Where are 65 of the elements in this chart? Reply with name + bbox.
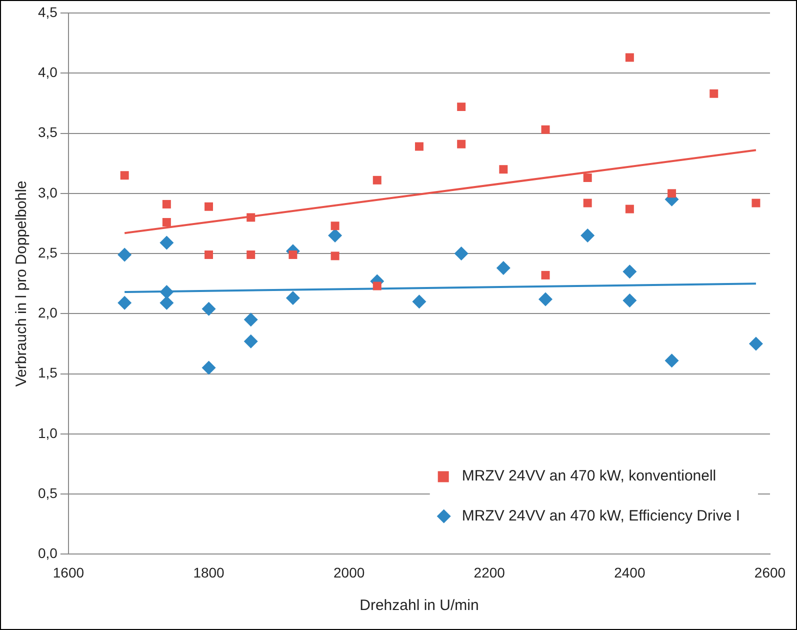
point [202, 302, 216, 316]
point [541, 270, 550, 280]
point [622, 293, 637, 308]
point [160, 296, 174, 310]
point [372, 282, 382, 290]
point [748, 336, 763, 351]
y-axis-title: Verbrauch in l pro Doppelbohle [13, 180, 30, 387]
y-tick-label: 1,5 [38, 364, 58, 381]
point [496, 260, 510, 275]
point [244, 312, 258, 327]
point [160, 236, 174, 250]
x-tick-label: 1800 [193, 564, 225, 580]
legend-label: MRZV 24VV an 470 kW, Efficiency Drive I [462, 507, 740, 524]
point [204, 250, 214, 259]
point [625, 204, 634, 214]
point [162, 218, 171, 227]
point [204, 202, 214, 211]
x-tick-label: 2400 [614, 564, 646, 580]
y-tick-label: 2,5 [38, 244, 58, 260]
point [454, 246, 468, 261]
point [752, 198, 760, 208]
y-tick-label: 4,0 [38, 64, 58, 80]
point [538, 292, 553, 306]
point [202, 360, 216, 375]
point [625, 53, 634, 62]
point [622, 264, 637, 279]
y-tick-label: 4,5 [38, 4, 58, 20]
point [328, 228, 342, 242]
y-tick-label: 1,0 [38, 424, 58, 441]
x-tick-label: 1600 [52, 564, 84, 580]
point [120, 171, 129, 180]
point [246, 250, 256, 259]
point [499, 165, 508, 174]
point [160, 285, 174, 300]
legend-label: MRZV 24VV an 470 kW, konventionell [462, 467, 716, 484]
point [664, 354, 679, 368]
x-tick-label: 2000 [334, 564, 365, 580]
point [583, 198, 592, 208]
point [668, 189, 676, 198]
x-tick-label: 2600 [754, 564, 786, 580]
y-tick-label: 3,0 [38, 184, 58, 200]
point [412, 294, 426, 309]
y-tick-label: 2,0 [38, 304, 58, 321]
point [580, 228, 595, 242]
y-tick-label: 0,0 [38, 545, 58, 562]
point [457, 140, 466, 148]
point [330, 222, 340, 230]
point [288, 250, 298, 259]
point [330, 252, 340, 260]
y-tick-label: 3,5 [38, 124, 58, 140]
point [118, 296, 132, 310]
point [583, 174, 592, 182]
point [541, 125, 550, 134]
y-tick-label: 0,5 [38, 484, 58, 501]
point [710, 89, 718, 98]
point [457, 102, 466, 112]
x-tick-label: 2200 [474, 564, 506, 580]
point [246, 213, 256, 222]
point [372, 176, 382, 184]
point [162, 200, 171, 208]
point [286, 291, 300, 306]
point [244, 334, 258, 348]
x-axis-title: Drehzahl in U/min [360, 597, 479, 614]
point [118, 248, 132, 262]
point [414, 142, 424, 151]
